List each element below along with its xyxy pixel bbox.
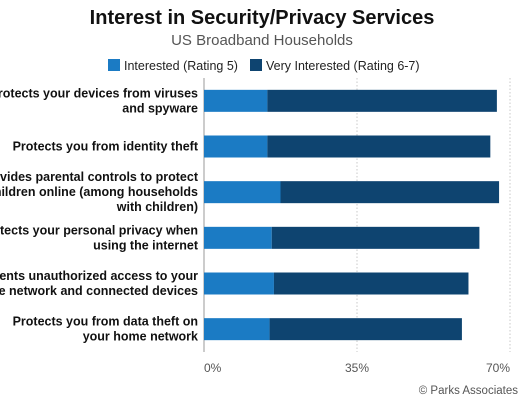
bar-interested	[204, 272, 274, 295]
bar-very-interested	[271, 226, 480, 249]
bar-interested	[204, 89, 268, 112]
x-tick-label: 35%	[345, 361, 369, 375]
category-label: Prevents unauthorized access to yourhome…	[0, 269, 198, 298]
gridlines	[203, 78, 511, 352]
x-tick-label: 0%	[204, 361, 222, 375]
category-label: Protects you from data theft on your home…	[13, 315, 198, 344]
legend-swatch-very-interested	[250, 59, 262, 71]
bar-very-interested	[269, 318, 462, 341]
category-label: Provides parental controls to protect chi…	[0, 170, 199, 214]
legend-swatch-interested	[108, 59, 120, 71]
category-label: Protects your devices from viruses and sp…	[0, 86, 198, 115]
legend-label-interested: Interested (Rating 5)	[124, 59, 238, 73]
bars	[204, 89, 500, 341]
source-credit: © Parks Associates	[419, 385, 518, 397]
category-labels: Protects your devices from viruses and sp…	[0, 86, 199, 343]
legend: Interested (Rating 5) Very Interested (R…	[108, 59, 420, 73]
chart-title: Interest in Security/Privacy Services	[90, 7, 435, 29]
x-axis-ticks: 0% 35% 70%	[204, 361, 510, 375]
bar-interested	[204, 181, 281, 204]
category-label: Protects you from identity theft	[13, 140, 199, 154]
bar-very-interested	[280, 181, 500, 204]
bar-interested	[204, 318, 270, 341]
bar-interested	[204, 226, 272, 249]
chart-subtitle: US Broadband Households	[171, 32, 353, 49]
bar-very-interested	[267, 89, 497, 112]
category-label: Protects your personal privacy when using…	[0, 223, 199, 252]
x-tick-label: 70%	[486, 361, 510, 375]
legend-label-very-interested: Very Interested (Rating 6-7)	[266, 59, 420, 73]
bar-interested	[204, 135, 268, 158]
bar-very-interested	[273, 272, 469, 295]
bar-very-interested	[267, 135, 491, 158]
